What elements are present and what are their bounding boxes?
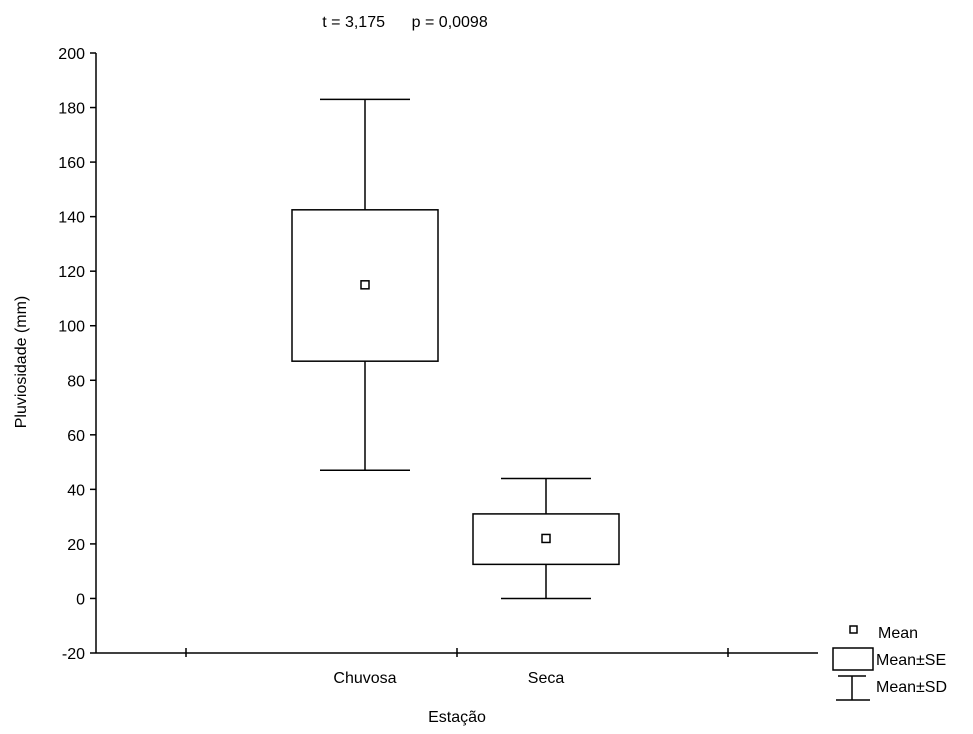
y-tick-label: 80 bbox=[67, 373, 85, 390]
box-seca bbox=[472, 477, 620, 600]
y-tick-label: 0 bbox=[76, 591, 85, 608]
y-tick-label: 120 bbox=[58, 264, 85, 281]
y-tick-label: 160 bbox=[58, 155, 85, 172]
legend-mean-label: Mean bbox=[878, 625, 918, 642]
x-axis-ticks: Chuvosa Seca bbox=[185, 648, 729, 687]
y-axis-label: Pluviosidade (mm) bbox=[13, 296, 30, 428]
box-chuvosa bbox=[291, 98, 439, 472]
legend-sd-label: Mean±SD bbox=[876, 679, 947, 696]
y-tick-label: 180 bbox=[58, 101, 85, 118]
legend-mean-marker bbox=[849, 625, 858, 634]
box-series bbox=[291, 98, 620, 600]
y-tick-label: 40 bbox=[67, 482, 85, 499]
axes bbox=[95, 53, 818, 654]
y-tick-label: 140 bbox=[58, 210, 85, 227]
legend-se-label: Mean±SE bbox=[876, 652, 946, 669]
mean-marker bbox=[541, 533, 551, 544]
x-axis-label: Estação bbox=[428, 709, 486, 726]
y-tick-label: 200 bbox=[58, 46, 85, 63]
y-axis-ticks: -20 0 20 40 60 80 100 120 140 160 180 200 bbox=[58, 46, 96, 663]
y-tick-label: 20 bbox=[67, 537, 85, 554]
mean-marker bbox=[360, 280, 370, 290]
y-tick-label: 60 bbox=[67, 428, 85, 445]
x-tick-label: Seca bbox=[528, 670, 565, 687]
legend-se-box bbox=[832, 647, 874, 671]
chart-title: t = 3,175 p = 0,0098 bbox=[322, 14, 488, 31]
y-tick-label: -20 bbox=[62, 646, 85, 663]
legend: Mean Mean±SE Mean±SD bbox=[832, 625, 947, 701]
y-tick-label: 100 bbox=[58, 319, 85, 336]
x-tick-label: Chuvosa bbox=[333, 670, 396, 687]
